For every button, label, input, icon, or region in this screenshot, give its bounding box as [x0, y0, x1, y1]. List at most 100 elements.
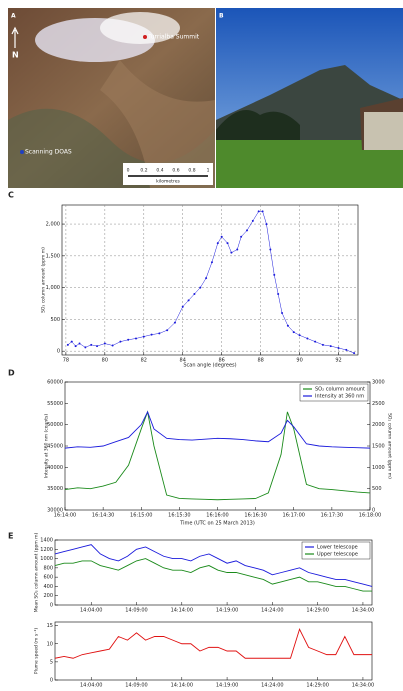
y-tick-label: 200: [43, 593, 53, 599]
legend-label: Intensity at 360 nm: [315, 394, 364, 400]
x-tick-label: 80: [102, 358, 108, 364]
x-tick-label: 16:17:00: [283, 513, 305, 519]
scale-label: 0.4: [156, 168, 163, 174]
y2-tick-label: 1500: [372, 444, 385, 450]
x-tick-label: 88: [257, 358, 263, 364]
x-tick-label: 14:24:00: [261, 683, 283, 689]
series-line: [64, 410, 371, 501]
plot-frame: [54, 621, 373, 681]
scale-unit: kilometres: [156, 179, 180, 185]
panel-label: A: [11, 13, 16, 20]
y-tick-label: 5: [50, 659, 53, 665]
x-tick-label: 14:09:00: [125, 683, 147, 689]
series-line: [54, 628, 372, 659]
legend-label: Lower telescope: [317, 545, 358, 551]
y-tick-label: 1000: [40, 556, 53, 562]
x-tick-label: 16:17:30: [321, 513, 343, 519]
legend-label: SO₂ column amount: [315, 387, 365, 393]
x-tick-label: 14:24:00: [261, 608, 283, 614]
x-tick-label: 14:19:00: [216, 683, 238, 689]
y-tick-label: 15: [47, 623, 53, 629]
panel-label: B: [219, 13, 224, 20]
x-tick-label: 16:15:30: [168, 513, 190, 519]
x-tick-label: 16:18:00: [359, 513, 381, 519]
x-tick-label: 16:14:30: [92, 513, 114, 519]
x-tick-label: 84: [180, 358, 186, 364]
y-tick-label: 1400: [40, 538, 53, 544]
y-axis-label: SO₂ column amount (ppm m): [41, 247, 47, 313]
y-tick-label: 10: [47, 641, 53, 647]
x-tick-label: 82: [141, 358, 147, 364]
y-tick-label: 40000: [47, 465, 63, 471]
scale-label: 0.2: [140, 168, 147, 174]
x-tick-label: 14:34:00: [352, 683, 374, 689]
y-tick-label: 400: [43, 584, 53, 590]
y-tick-label: 30000: [47, 508, 63, 514]
x-tick-label: 90: [296, 358, 302, 364]
series-line: [54, 558, 372, 592]
photo-a: [8, 8, 215, 188]
y2-tick-label: 1000: [372, 465, 385, 471]
x-tick-label: 78: [63, 358, 69, 364]
scale-label: 0.8: [188, 168, 195, 174]
y2-tick-label: 500: [372, 486, 382, 492]
x-tick-label: 92: [335, 358, 341, 364]
x-tick-label: 16:16:30: [244, 513, 266, 519]
y-tick-label: 600: [43, 575, 53, 581]
y-tick-label: 35000: [47, 486, 63, 492]
x-tick-label: 16:16:00: [206, 513, 228, 519]
y-tick-label: 1,500: [46, 253, 60, 259]
legend-box: [299, 383, 369, 402]
y-axis-label: Plume speed (m s⁻¹): [34, 628, 40, 675]
y2-tick-label: 2000: [372, 422, 385, 428]
x-tick-label: 14:09:00: [125, 608, 147, 614]
plot-frame: [61, 204, 359, 356]
legend-label: Upper telescope: [317, 552, 358, 558]
x-tick-label: 14:34:00: [352, 608, 374, 614]
y2-tick-label: 0: [372, 508, 375, 514]
y-tick-label: 50000: [47, 422, 63, 428]
y-tick-label: 0: [50, 603, 53, 609]
y-tick-label: 1,000: [46, 285, 60, 291]
x-tick-label: 14:04:00: [80, 683, 102, 689]
x-tick-label: 14:29:00: [306, 608, 328, 614]
scale-label: 0.6: [172, 168, 179, 174]
summit-label: Turrialba Summit: [147, 34, 200, 41]
y-tick-label: 45000: [47, 444, 63, 450]
y-tick-label: 1200: [40, 547, 53, 553]
x-tick-label: 14:14:00: [171, 683, 193, 689]
x-tick-label: 14:29:00: [306, 683, 328, 689]
y-tick-label: 500: [50, 317, 60, 323]
y-tick-label: 800: [43, 565, 53, 571]
scale-label: 0: [127, 168, 130, 174]
y2-axis-label: SO₂ column amount (ppm m): [387, 413, 393, 479]
y-tick-label: 60000: [47, 380, 63, 386]
x-tick-label: 86: [218, 358, 224, 364]
y-tick-label: 0: [50, 678, 53, 684]
y-tick-label: 2,000: [46, 222, 60, 228]
x-tick-label: 14:19:00: [216, 608, 238, 614]
scale-label: 1: [207, 168, 210, 174]
legend-box: [301, 541, 371, 560]
y-axis-label: Intensity at 360 nm (counts): [44, 414, 50, 478]
photo-b: [216, 8, 403, 188]
x-tick-label: 16:14:00: [54, 513, 76, 519]
north-label: N: [12, 51, 19, 60]
plot-frame: [54, 539, 373, 606]
panel-label: E: [8, 532, 13, 541]
x-tick-label: 14:14:00: [171, 608, 193, 614]
doas-label: Scanning DOAS: [25, 149, 72, 156]
y2-tick-label: 2500: [372, 401, 385, 407]
y-tick-label: 55000: [47, 401, 63, 407]
y-axis-label: Mean SO₂ column amount (ppm m): [34, 532, 40, 612]
y2-tick-label: 3000: [372, 380, 385, 386]
x-tick-label: 16:15:00: [130, 513, 152, 519]
y-tick-label: 0: [57, 349, 60, 355]
x-axis-label: Scan angle (degrees): [183, 363, 236, 369]
series-line: [64, 410, 371, 449]
series-line: [54, 544, 373, 587]
panel-label: D: [8, 369, 15, 378]
x-tick-label: 14:04:00: [80, 608, 102, 614]
